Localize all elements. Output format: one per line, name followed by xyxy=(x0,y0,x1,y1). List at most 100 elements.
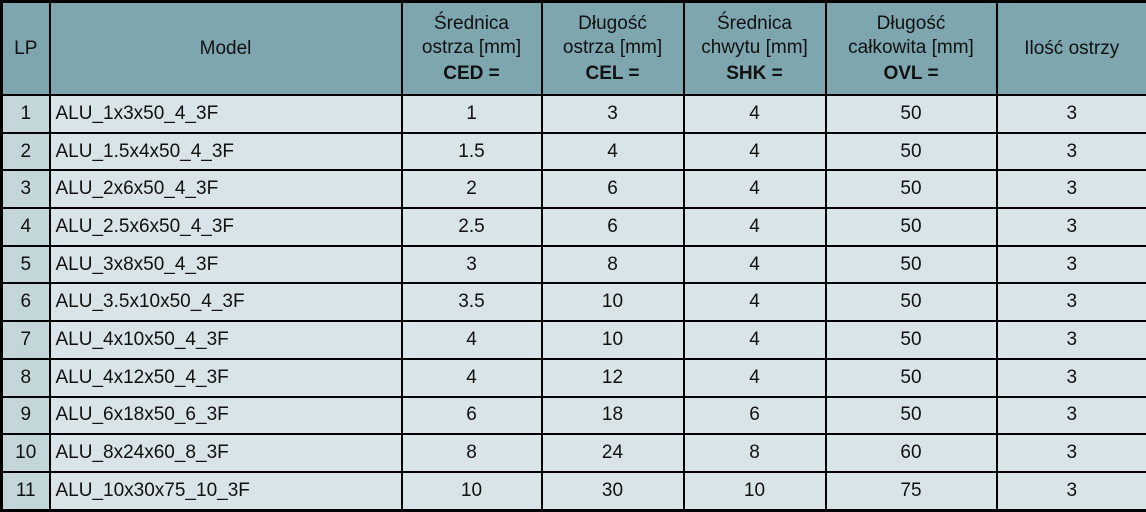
col-header-ovl: Długość całkowita [mm] OVL = xyxy=(824,0,998,96)
model-cell: ALU_8x24x60_8_3F xyxy=(48,433,403,473)
row-number-cell: 4 xyxy=(0,207,51,247)
row-number-cell: 3 xyxy=(0,169,51,210)
ced-cell: 3.5 xyxy=(400,282,543,323)
cel-header-code: CEL = xyxy=(585,62,640,84)
model-cell: ALU_10x30x75_10_3F xyxy=(48,470,403,512)
shk-header-line2: chwytu [mm] xyxy=(701,36,808,58)
ced-cell: 2 xyxy=(400,169,543,210)
shk-cell: 4 xyxy=(682,94,827,134)
table-row: 11 ALU_10x30x75_10_3F 10 30 10 75 3 xyxy=(0,470,1146,512)
shk-cell: 4 xyxy=(682,131,827,172)
row-number-cell: 7 xyxy=(0,320,51,360)
cel-cell: 8 xyxy=(540,244,685,285)
blade-count-cell: 3 xyxy=(995,320,1146,360)
cel-cell: 30 xyxy=(540,470,685,512)
shk-header-code: SHK = xyxy=(726,62,783,84)
cel-cell: 12 xyxy=(540,357,685,398)
ovl-cell: 50 xyxy=(824,395,998,436)
model-cell: ALU_3.5x10x50_4_3F xyxy=(48,282,403,323)
col-header-shk: Średnica chwytu [mm] SHK = xyxy=(682,0,827,96)
col-header-ced: Średnica ostrza [mm] CED = xyxy=(400,0,543,96)
ced-header-line1: Średnica xyxy=(434,12,509,34)
shk-cell: 4 xyxy=(682,282,827,323)
shk-header-line1: Średnica xyxy=(717,12,792,34)
model-cell: ALU_2.5x6x50_4_3F xyxy=(48,207,403,247)
shk-cell: 4 xyxy=(682,357,827,398)
col-header-lp: LP xyxy=(0,0,51,96)
ovl-cell: 50 xyxy=(824,320,998,360)
ovl-header-line1: Długość xyxy=(876,12,946,34)
blade-count-cell: 3 xyxy=(995,357,1146,398)
ced-cell: 1 xyxy=(400,94,543,134)
ovl-cell: 50 xyxy=(824,169,998,210)
col-header-cel: Długość ostrza [mm] CEL = xyxy=(540,0,685,96)
ovl-cell: 50 xyxy=(824,207,998,247)
row-number-cell: 8 xyxy=(0,357,51,398)
blade-count-cell: 3 xyxy=(995,169,1146,210)
row-number-cell: 10 xyxy=(0,433,51,473)
ced-cell: 4 xyxy=(400,320,543,360)
row-number-cell: 6 xyxy=(0,282,51,323)
ced-cell: 1.5 xyxy=(400,131,543,172)
ced-cell: 8 xyxy=(400,433,543,473)
blade-count-cell: 3 xyxy=(995,131,1146,172)
ovl-cell: 50 xyxy=(824,131,998,172)
shk-cell: 6 xyxy=(682,395,827,436)
table-header: LP Model Średnica ostrza [mm] CED = Dług… xyxy=(0,0,1146,96)
ced-header-line2: ostrza [mm] xyxy=(421,36,522,58)
cel-cell: 6 xyxy=(540,169,685,210)
model-cell: ALU_1.5x4x50_4_3F xyxy=(48,131,403,172)
ovl-cell: 50 xyxy=(824,244,998,285)
ced-cell: 10 xyxy=(400,470,543,512)
row-number-cell: 1 xyxy=(0,94,51,134)
ovl-cell: 50 xyxy=(824,357,998,398)
ced-cell: 6 xyxy=(400,395,543,436)
table-row: 5 ALU_3x8x50_4_3F 3 8 4 50 3 xyxy=(0,244,1146,285)
cel-header-line1: Długość xyxy=(578,12,647,34)
table-row: 2 ALU_1.5x4x50_4_3F 1.5 4 4 50 3 xyxy=(0,131,1146,172)
model-cell: ALU_4x12x50_4_3F xyxy=(48,357,403,398)
ced-cell: 2.5 xyxy=(400,207,543,247)
blade-count-cell: 3 xyxy=(995,244,1146,285)
ovl-cell: 50 xyxy=(824,94,998,134)
blade-count-cell: 3 xyxy=(995,395,1146,436)
cel-cell: 18 xyxy=(540,395,685,436)
table-row: 1 ALU_1x3x50_4_3F 1 3 4 50 3 xyxy=(0,94,1146,134)
shk-cell: 4 xyxy=(682,320,827,360)
row-number-cell: 5 xyxy=(0,244,51,285)
ced-header-code: CED = xyxy=(443,62,500,84)
cel-cell: 3 xyxy=(540,94,685,134)
shk-cell: 10 xyxy=(682,470,827,512)
model-cell: ALU_3x8x50_4_3F xyxy=(48,244,403,285)
header-row: LP Model Średnica ostrza [mm] CED = Dług… xyxy=(0,0,1146,96)
table-body: 1 ALU_1x3x50_4_3F 1 3 4 50 3 2 ALU_1.5x4… xyxy=(0,94,1146,512)
model-cell: ALU_2x6x50_4_3F xyxy=(48,169,403,210)
model-cell: ALU_6x18x50_6_3F xyxy=(48,395,403,436)
ovl-header-code: OVL = xyxy=(883,62,939,84)
shk-cell: 8 xyxy=(682,433,827,473)
cel-cell: 10 xyxy=(540,320,685,360)
blade-count-cell: 3 xyxy=(995,207,1146,247)
cel-cell: 24 xyxy=(540,433,685,473)
cel-cell: 10 xyxy=(540,282,685,323)
table-row: 7 ALU_4x10x50_4_3F 4 10 4 50 3 xyxy=(0,320,1146,360)
row-number-cell: 9 xyxy=(0,395,51,436)
col-header-model: Model xyxy=(48,0,403,96)
table-row: 6 ALU_3.5x10x50_4_3F 3.5 10 4 50 3 xyxy=(0,282,1146,323)
cel-header-line2: ostrza [mm] xyxy=(562,36,663,58)
ovl-cell: 60 xyxy=(824,433,998,473)
shk-cell: 4 xyxy=(682,169,827,210)
shk-cell: 4 xyxy=(682,244,827,285)
ovl-header-line2: całkowita [mm] xyxy=(848,36,974,58)
row-number-cell: 11 xyxy=(0,470,51,512)
table-row: 9 ALU_6x18x50_6_3F 6 18 6 50 3 xyxy=(0,395,1146,436)
ovl-cell: 50 xyxy=(824,282,998,323)
table-row: 10 ALU_8x24x60_8_3F 8 24 8 60 3 xyxy=(0,433,1146,473)
blade-count-cell: 3 xyxy=(995,470,1146,512)
blade-count-cell: 3 xyxy=(995,282,1146,323)
table-row: 4 ALU_2.5x6x50_4_3F 2.5 6 4 50 3 xyxy=(0,207,1146,247)
cel-cell: 4 xyxy=(540,131,685,172)
cel-cell: 6 xyxy=(540,207,685,247)
model-cell: ALU_1x3x50_4_3F xyxy=(48,94,403,134)
